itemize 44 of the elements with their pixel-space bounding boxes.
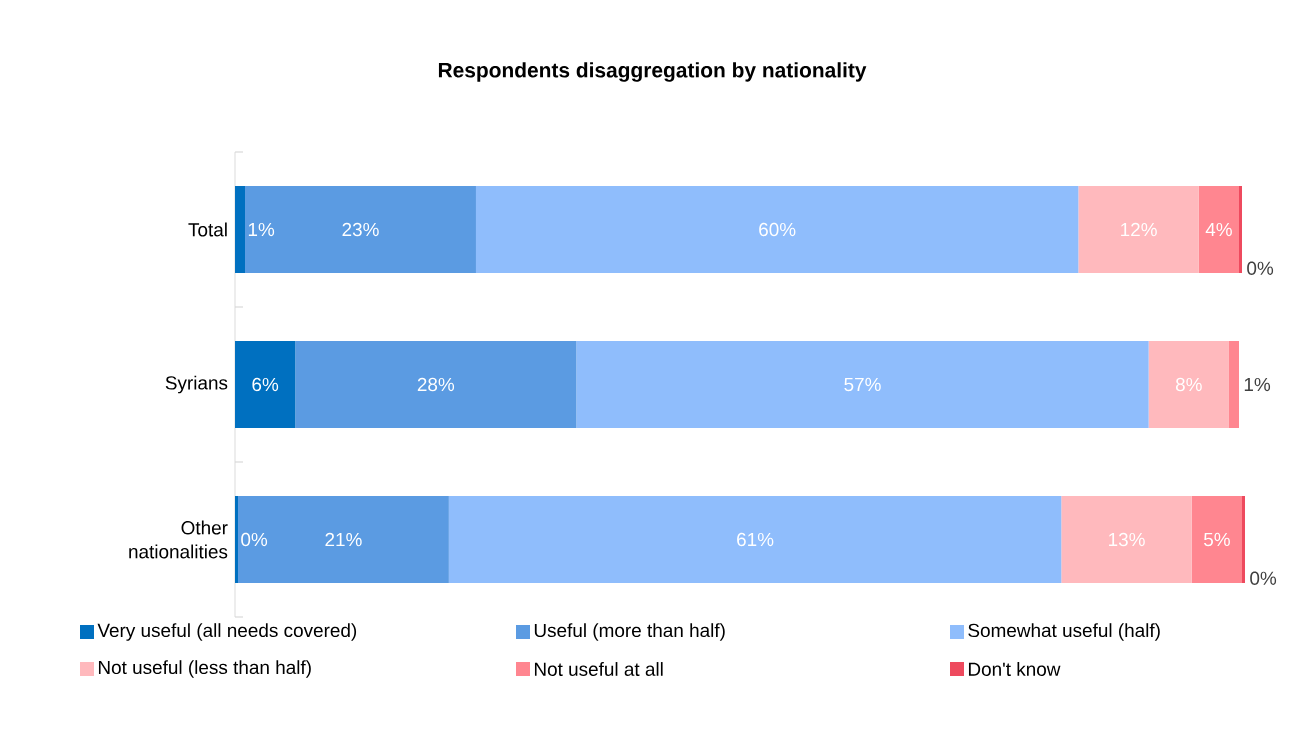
bar xyxy=(1148,341,1229,429)
bar xyxy=(235,186,246,274)
y-tick-label: Total xyxy=(188,222,227,237)
data-label: 0% xyxy=(1247,261,1274,275)
data-label: 28% xyxy=(417,377,455,392)
data-label: 6% xyxy=(252,377,279,392)
legend-label: Not useful (less than half) xyxy=(98,660,311,678)
bar xyxy=(1228,341,1239,429)
bar xyxy=(295,341,577,429)
bar xyxy=(475,186,1079,274)
data-label: 8% xyxy=(1175,377,1202,392)
bar xyxy=(1238,186,1243,274)
bar xyxy=(1198,186,1239,274)
legend-label: Somewhat useful (half) xyxy=(968,623,1160,641)
data-label: 21% xyxy=(325,532,362,547)
bar xyxy=(235,341,296,429)
bar xyxy=(1061,496,1192,584)
data-label: 0% xyxy=(241,532,268,547)
data-label: 0% xyxy=(1250,571,1277,585)
y-tick-label: Other nationalities xyxy=(129,520,228,559)
data-label: 1% xyxy=(1244,377,1271,392)
y-tick-label: Syrians xyxy=(165,375,228,394)
data-label: 5% xyxy=(1203,532,1230,547)
legend-label: Very useful (all needs covered) xyxy=(97,623,357,641)
bar xyxy=(576,341,1149,429)
legend-label: Useful (more than half) xyxy=(534,623,725,641)
data-label: 61% xyxy=(737,532,774,547)
data-label: 23% xyxy=(342,222,379,237)
chart-title: Respondents disaggregation by nationality xyxy=(438,62,867,82)
bar xyxy=(1242,496,1246,584)
bar xyxy=(245,186,476,274)
data-label: 60% xyxy=(759,222,796,237)
bar xyxy=(235,496,239,584)
bar xyxy=(1191,496,1243,584)
legend-label: Not useful at all xyxy=(534,662,663,676)
data-label: 13% xyxy=(1109,532,1145,547)
legend-label: Don't know xyxy=(968,662,1061,676)
data-label: 1% xyxy=(248,222,275,237)
bar xyxy=(448,496,1062,584)
data-label: 57% xyxy=(844,377,881,392)
data-label: 12% xyxy=(1121,222,1157,237)
bar xyxy=(1078,186,1199,274)
bar xyxy=(238,496,449,584)
data-label: 4% xyxy=(1205,222,1232,237)
